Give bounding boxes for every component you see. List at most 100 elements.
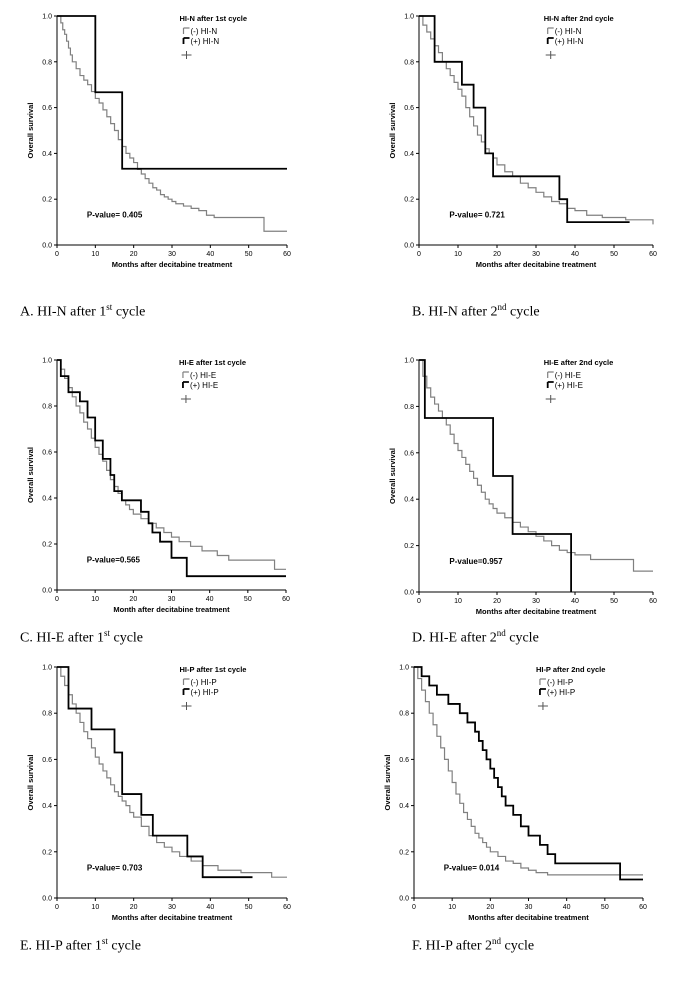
x-tick-label: 40 xyxy=(571,251,579,258)
y-axis-title: Overall survival xyxy=(388,103,397,159)
legend-swatch xyxy=(182,371,189,378)
legend-label: (-) HI-N xyxy=(191,27,218,36)
km-chart-panel: 0 10 20 30 40 50 60 0.0 0.2 0.4 0.6 0.8 1.0 Months af… xyxy=(388,358,657,617)
x-tick-label: 10 xyxy=(454,251,462,258)
y-tick-label: 0.0 xyxy=(404,590,414,597)
x-tick-label: 40 xyxy=(563,904,571,911)
x-tick-label: 20 xyxy=(130,251,138,258)
y-tick-label: 0.4 xyxy=(404,497,414,504)
legend-label: (+) HI-E xyxy=(190,381,218,390)
series-positive-line xyxy=(57,359,286,578)
series-negative-line xyxy=(57,359,286,570)
legend-swatch xyxy=(546,381,554,388)
legend-label: (-) HI-E xyxy=(190,371,216,380)
x-tick-label: 40 xyxy=(206,904,214,911)
legend-swatch xyxy=(539,678,546,685)
series-negative-line xyxy=(57,15,287,232)
y-tick-label: 0.8 xyxy=(404,59,414,66)
x-tick-label: 60 xyxy=(649,251,657,258)
series-positive-line xyxy=(57,666,253,879)
y-tick-label: 0.2 xyxy=(399,849,409,856)
x-tick-label: 50 xyxy=(610,598,618,605)
y-tick-label: 0.8 xyxy=(404,404,414,411)
legend-label: (+) HI-E xyxy=(555,381,583,390)
x-tick-label: 50 xyxy=(610,251,618,258)
y-tick-label: 1.0 xyxy=(404,358,414,365)
panel-caption-a: A. HI-N after 1st cycle xyxy=(20,302,146,320)
x-tick-label: 30 xyxy=(168,251,176,258)
y-tick-label: 0.0 xyxy=(42,896,52,903)
series-negative-line xyxy=(419,359,653,572)
series-negative-line xyxy=(414,666,643,876)
y-axis-title: Overall survival xyxy=(26,755,35,811)
x-tick-label: 30 xyxy=(168,904,176,911)
y-tick-label: 0.8 xyxy=(42,59,52,66)
y-tick-label: 0.2 xyxy=(42,542,52,549)
x-tick-label: 30 xyxy=(532,598,540,605)
censor-mark-icon xyxy=(180,395,191,403)
legend-swatch xyxy=(539,688,546,695)
legend-swatch xyxy=(546,37,554,44)
y-tick-label: 0.6 xyxy=(404,105,414,112)
x-tick-label: 40 xyxy=(206,251,214,258)
legend-label: (+) HI-P xyxy=(547,688,575,697)
legend-swatch xyxy=(182,688,190,695)
x-tick-label: 20 xyxy=(486,904,494,911)
km-chart-panel: 0 10 20 30 40 50 60 0.0 0.2 0.4 0.6 0.8 1.0 Months af… xyxy=(388,14,657,270)
x-tick-label: 10 xyxy=(454,598,462,605)
p-value-annotation: P-value= 0.721 xyxy=(449,211,505,220)
km-chart-panel: 0 10 20 30 40 50 60 0.0 0.2 0.4 0.6 0.8 1.0 Months af… xyxy=(383,665,647,923)
x-tick-label: 50 xyxy=(245,904,253,911)
y-tick-label: 0.8 xyxy=(42,711,52,718)
legend-title: HI-E after 1st cycle xyxy=(179,358,246,367)
km-chart-panel: 0 10 20 30 40 50 60 0.0 0.2 0.4 0.6 0.8 1.0 Month aft… xyxy=(26,358,290,615)
series-positive-line xyxy=(414,666,643,881)
legend-swatch xyxy=(182,27,190,34)
panel-caption-d: D. HI-E after 2nd cycle xyxy=(412,628,539,646)
x-tick-label: 10 xyxy=(91,596,99,603)
y-tick-label: 0.8 xyxy=(399,711,409,718)
censor-mark-icon xyxy=(181,51,192,59)
x-axis-title: Months after decitabine treatment xyxy=(476,260,597,269)
x-axis-title: Months after decitabine treatment xyxy=(468,913,589,922)
y-tick-label: 0.4 xyxy=(399,803,409,810)
series-positive-line xyxy=(57,15,287,170)
x-tick-label: 10 xyxy=(91,251,99,258)
y-tick-label: 0.2 xyxy=(404,543,414,550)
x-tick-label: 0 xyxy=(55,251,59,258)
series-positive-line xyxy=(419,15,630,223)
p-value-annotation: P-value=0.565 xyxy=(87,555,141,564)
km-chart-panel: 0 10 20 30 40 50 60 0.0 0.2 0.4 0.6 0.8 1.0 Months af… xyxy=(26,665,291,923)
y-tick-label: 0.6 xyxy=(404,450,414,457)
legend-swatch xyxy=(182,381,189,388)
y-tick-label: 0.6 xyxy=(42,450,52,457)
y-axis-title: Overall survival xyxy=(26,447,35,503)
x-tick-label: 60 xyxy=(639,904,647,911)
x-axis-title: Months after decitabine treatment xyxy=(112,913,233,922)
x-tick-label: 60 xyxy=(283,904,291,911)
legend-label: (+) HI-N xyxy=(555,37,584,46)
x-tick-label: 20 xyxy=(493,251,501,258)
y-tick-label: 0.0 xyxy=(404,243,414,250)
legend-title: HI-P after 2nd cycle xyxy=(536,665,605,674)
legend-title: HI-N after 1st cycle xyxy=(180,14,248,23)
y-tick-label: 0.2 xyxy=(404,197,414,204)
y-tick-label: 0.6 xyxy=(42,757,52,764)
x-tick-label: 0 xyxy=(55,596,59,603)
x-tick-label: 10 xyxy=(448,904,456,911)
x-tick-label: 50 xyxy=(245,251,253,258)
legend-label: (-) HI-E xyxy=(555,371,581,380)
y-tick-label: 0.4 xyxy=(42,496,52,503)
x-tick-label: 0 xyxy=(412,904,416,911)
x-tick-label: 0 xyxy=(417,598,421,605)
panel-caption-b: B. HI-N after 2nd cycle xyxy=(412,302,540,320)
y-tick-label: 1.0 xyxy=(42,14,52,21)
y-axis-title: Overall survival xyxy=(26,103,35,159)
x-tick-label: 0 xyxy=(55,904,59,911)
legend-swatch xyxy=(547,27,554,34)
y-tick-label: 0.4 xyxy=(42,151,52,158)
x-tick-label: 50 xyxy=(601,904,609,911)
y-tick-label: 0.4 xyxy=(404,151,414,158)
legend-title: HI-P after 1st cycle xyxy=(180,665,247,674)
